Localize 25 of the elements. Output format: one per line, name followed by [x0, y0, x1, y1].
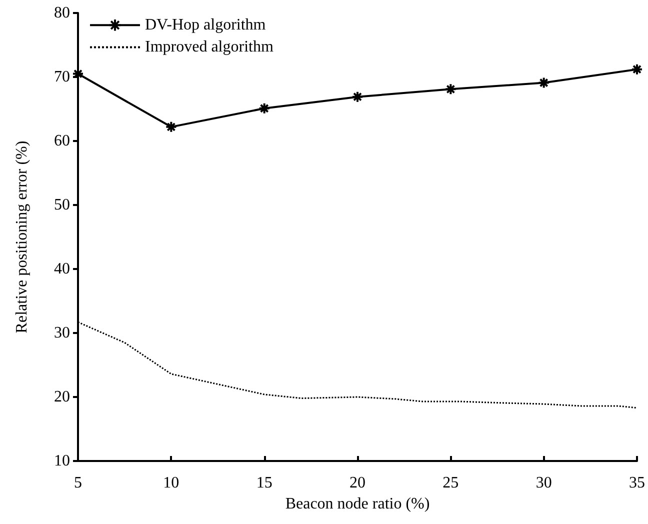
y-tick-label: 40 — [54, 260, 70, 278]
x-tick-label: 30 — [536, 474, 552, 492]
y-tick-label: 10 — [54, 452, 70, 470]
y-tick-label: 70 — [54, 68, 70, 86]
x-tick-label: 25 — [442, 474, 459, 492]
x-axis-title: Beacon node ratio (%) — [285, 495, 430, 512]
point — [165, 120, 178, 133]
y-axis-title: Relative positioning error (%) — [14, 140, 30, 334]
y-tick-label: 30 — [54, 324, 70, 342]
y-tick-label: 20 — [54, 388, 70, 406]
point — [258, 102, 270, 114]
point — [631, 63, 643, 76]
x-tick-label: 15 — [256, 474, 272, 492]
legend-label: DV-Hop algorithm — [145, 16, 266, 34]
y-tick-label: 50 — [54, 196, 70, 214]
point — [538, 76, 550, 89]
point — [444, 83, 457, 96]
x-tick-label: 10 — [163, 474, 180, 492]
y-tick-label: 80 — [54, 4, 70, 22]
x-tick-label: 5 — [74, 474, 82, 492]
x-tick-label: 20 — [350, 474, 366, 492]
point — [352, 90, 364, 103]
legend-label: Improved algorithm — [145, 38, 274, 56]
x-tick-label: 35 — [629, 474, 645, 492]
y-tick-label: 60 — [54, 132, 70, 150]
